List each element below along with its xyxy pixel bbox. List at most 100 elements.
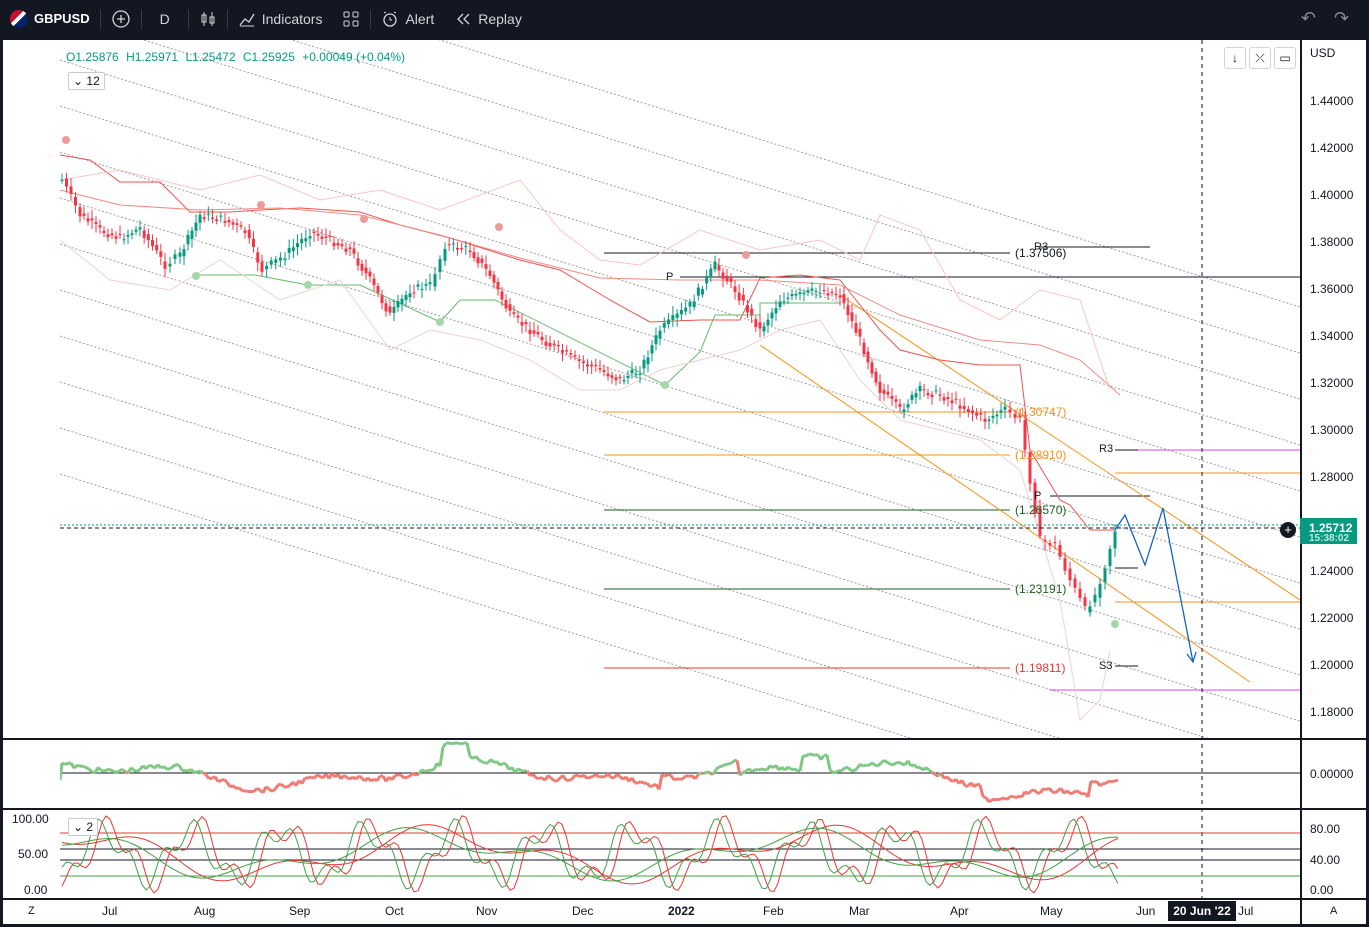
candle-body [1078, 588, 1082, 598]
candle-body [814, 291, 818, 293]
alert-button[interactable]: Alert [371, 0, 444, 37]
candle-body [420, 288, 424, 290]
oscillator-segment [136, 768, 141, 773]
oscillator-segment [375, 775, 382, 782]
candle-body [194, 222, 198, 231]
maximize-pane-button[interactable]: ▭ [1274, 47, 1296, 69]
time-axis-tick: Feb [763, 904, 784, 918]
collapse-icon: ⤫ [1255, 51, 1265, 65]
candle-body [552, 343, 556, 346]
add-alert-plus-icon[interactable]: + [1280, 522, 1296, 538]
oscillator-segment [469, 755, 474, 760]
indicator-toggle[interactable]: ⌄ 12 [68, 72, 105, 90]
oscillator-pane[interactable] [3, 740, 1300, 808]
oscillator-segment [945, 775, 952, 781]
chart-type-button[interactable] [189, 0, 227, 37]
chevron-down-icon: ⌄ [73, 74, 84, 88]
oscillator-segment [718, 764, 723, 769]
stoch-axis-left-50: 50.00 [18, 847, 49, 861]
red-pivot-dot[interactable] [257, 201, 265, 209]
candle-body [737, 292, 741, 301]
orange-channel-top[interactable] [839, 294, 1300, 601]
oscillator-segment [1000, 796, 1005, 801]
oscillator-segment [1018, 794, 1023, 799]
candle-body [1003, 406, 1007, 410]
red-pivot-dot[interactable] [742, 251, 750, 259]
candle-body [1103, 568, 1107, 583]
oscillator-segment [1072, 789, 1077, 795]
redo-icon[interactable]: ↷ [1333, 8, 1349, 28]
candle-body [717, 265, 721, 271]
oscillator-drawings [60, 741, 1300, 804]
oscillator-segment [343, 774, 348, 779]
replay-button[interactable]: Replay [444, 0, 532, 37]
indicators-button[interactable]: Indicators [228, 0, 333, 37]
candle-body [82, 213, 86, 216]
oscillator-segment [489, 758, 496, 764]
candle-body [754, 319, 758, 328]
oscillator-segment [172, 763, 177, 768]
time-axis[interactable] [3, 900, 1300, 924]
oscillator-segment [64, 761, 69, 766]
red-pivot-dot[interactable] [360, 215, 368, 223]
green-pivot-dot[interactable] [436, 318, 444, 326]
candle-body [86, 218, 90, 222]
stochastic-price-axis[interactable] [1302, 810, 1366, 898]
oscillator-segment [757, 767, 762, 772]
oscillator-segment [819, 754, 826, 761]
oscillator-segment [657, 774, 664, 790]
candle-body [372, 278, 376, 285]
undo-icon[interactable]: ↶ [1300, 8, 1316, 28]
price-axis[interactable] [1302, 40, 1366, 738]
green-pivot-dot[interactable] [192, 272, 200, 280]
oscillator-segment [85, 766, 90, 771]
orange-channel-bottom[interactable] [759, 344, 1251, 683]
compare-button[interactable] [101, 0, 141, 37]
collapse-pane-button[interactable]: ⤫ [1249, 47, 1271, 69]
green-pivot-dot[interactable] [1111, 620, 1119, 628]
candle-body [638, 373, 642, 375]
oscillator-segment [883, 759, 888, 764]
oscillator-segment [1015, 794, 1020, 800]
move-pane-down-button[interactable]: ↓ [1224, 47, 1246, 69]
candle-body [662, 322, 666, 328]
oscillator-segment [76, 763, 81, 768]
symbol-search-button[interactable]: GBPUSD [0, 0, 100, 37]
projection-path[interactable] [1114, 507, 1194, 663]
candle-body [1063, 558, 1067, 571]
oscillator-segment [229, 784, 234, 789]
oscillator-segment [547, 774, 552, 780]
oscillator-segment [421, 768, 426, 774]
candle-body [942, 397, 946, 401]
oscillator-segment [640, 780, 645, 785]
corner-right-label[interactable]: A [1330, 905, 1338, 917]
oscillator-segment [160, 765, 165, 770]
time-axis-tick: Sep [289, 904, 311, 918]
green-pivot-dot[interactable] [304, 281, 312, 289]
candle-body [898, 403, 902, 407]
candle-body [1073, 578, 1077, 588]
green-pivot-dot[interactable] [661, 381, 669, 389]
red-pivot-dot[interactable] [62, 136, 70, 144]
interval-label: D [159, 10, 170, 27]
legend-low: L1.25472 [185, 50, 236, 64]
interval-button[interactable]: D [142, 0, 188, 37]
templates-button[interactable] [332, 0, 370, 37]
candle-body [260, 261, 264, 272]
oscillator-segment [577, 774, 582, 779]
oscillator-segment [943, 775, 948, 780]
main-price-pane[interactable] [3, 40, 1300, 738]
red-pivot-dot[interactable] [495, 223, 503, 231]
stochastic-pane[interactable] [3, 810, 1300, 898]
oscillator-price-axis[interactable] [1302, 740, 1366, 808]
candle-body [356, 258, 360, 266]
candle-body [790, 294, 794, 297]
candle-body [667, 319, 671, 325]
corner-left-label[interactable]: Z [28, 905, 35, 917]
price-axis-tick: 1.32000 [1310, 376, 1354, 390]
oscillator-segment [1062, 789, 1069, 795]
oscillator-segment [828, 768, 835, 774]
stoch-pane-toggle[interactable]: ⌄ 2 [68, 818, 99, 836]
oscillator-segment [997, 797, 1002, 802]
oscillator-segment [177, 764, 184, 772]
